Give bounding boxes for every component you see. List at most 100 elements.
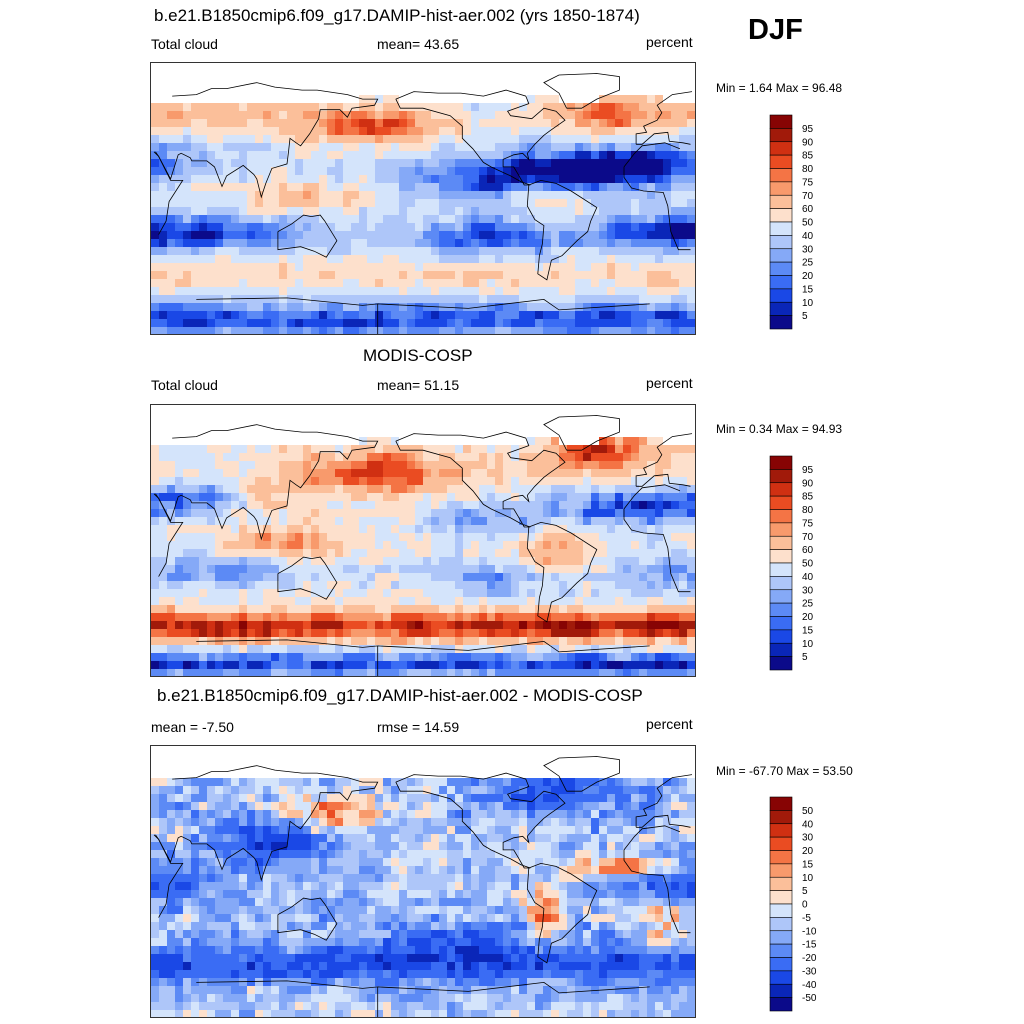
colorbar-box	[769, 221, 793, 236]
colorbar-tick-label: -30	[802, 966, 817, 977]
colorbar-box	[769, 168, 793, 183]
colorbar-box	[769, 288, 793, 303]
colorbar-tick-label: 80	[802, 505, 814, 516]
colorbar-box	[769, 482, 793, 497]
colorbar-tick-label: 50	[802, 559, 814, 570]
colorbar-tick-label: 60	[802, 545, 814, 556]
colorbar-box	[769, 562, 793, 577]
colorbar-box	[769, 997, 793, 1012]
colorbar-box	[769, 141, 793, 156]
panel-3-map	[150, 745, 696, 1018]
panel-1-mean-label: mean= 43.65	[377, 36, 460, 52]
colorbar-tick-label: 95	[802, 124, 814, 135]
colorbar-box	[769, 970, 793, 985]
colorbar-box	[769, 208, 793, 223]
colorbar-tick-label: 5	[802, 311, 808, 322]
panel-3-minmax: Min = -67.70 Max = 53.50	[716, 764, 853, 778]
colorbar-tick-label: 30	[802, 585, 814, 596]
coastline	[277, 556, 338, 600]
colorbar-tick-label: -20	[802, 953, 817, 964]
colorbar-tick-label: 15	[802, 859, 814, 870]
coastline	[526, 521, 598, 623]
colorbar-box	[769, 930, 793, 945]
coastline	[196, 639, 650, 676]
colorbar-box	[769, 455, 793, 470]
panel-1-left-label: Total cloud	[151, 36, 218, 52]
colorbar-box	[769, 154, 793, 169]
colorbar-tick-label: 10	[802, 639, 814, 650]
colorbar-box	[769, 796, 793, 811]
season-label: DJF	[748, 14, 803, 46]
colorbar-box	[769, 275, 793, 290]
colorbar-tick-label: 75	[802, 177, 814, 188]
colorbar-tick-label: 10	[802, 873, 814, 884]
colorbar-box	[769, 957, 793, 972]
coastline	[395, 431, 566, 528]
colorbar-tick-label: 15	[802, 625, 814, 636]
coastline	[395, 772, 566, 869]
colorbar-box	[769, 535, 793, 550]
colorbar-tick-label: 50	[802, 806, 814, 817]
coastline	[277, 897, 338, 941]
coastline	[196, 980, 650, 1017]
colorbar-tick-label: 40	[802, 819, 814, 830]
colorbar-box	[769, 469, 793, 484]
colorbar-tick-label: 30	[802, 833, 814, 844]
colorbar-tick-label: 0	[802, 900, 808, 911]
colorbar-box	[769, 248, 793, 263]
colorbar-box	[769, 235, 793, 250]
coastline	[155, 765, 693, 882]
colorbar-box	[769, 522, 793, 537]
coastline	[155, 424, 693, 541]
colorbar-tick-label: 15	[802, 284, 814, 295]
colorbar-tick-label: 60	[802, 204, 814, 215]
colorbar-box	[769, 315, 793, 330]
coastline	[543, 756, 620, 792]
colorbar-tick-label: 85	[802, 151, 814, 162]
colorbar-box	[769, 495, 793, 510]
coastline	[526, 179, 598, 281]
colorbar-box	[769, 917, 793, 932]
panel-1-map	[150, 62, 696, 335]
panel-2-title: MODIS-COSP	[363, 346, 473, 365]
colorbar-tick-label: 90	[802, 478, 814, 489]
panel-1-minmax: Min = 1.64 Max = 96.48	[716, 81, 843, 95]
colorbar-tick-label: 10	[802, 298, 814, 309]
colorbar-tick-label: 75	[802, 518, 814, 529]
colorbar-tick-label: 85	[802, 492, 814, 503]
colorbar-tick-label: 40	[802, 231, 814, 242]
colorbar-box	[769, 890, 793, 905]
panel-1-map-svg	[151, 63, 695, 334]
colorbar-box	[769, 823, 793, 838]
colorbar-tick-label: 20	[802, 846, 814, 857]
panel-2-left-label: Total cloud	[151, 377, 218, 393]
colorbar-tick-label: -10	[802, 926, 817, 937]
colorbar-tick-label: 70	[802, 532, 814, 543]
panel-2-mean-label: mean= 51.15	[377, 377, 460, 393]
coastline	[526, 862, 598, 964]
coastline	[155, 82, 693, 199]
colorbar-box	[769, 301, 793, 316]
colorbar-tick-label: 50	[802, 218, 814, 229]
coastline	[277, 214, 338, 258]
colorbar-box	[769, 602, 793, 617]
colorbar-box	[769, 261, 793, 276]
coastline	[395, 89, 566, 186]
colorbar-box	[769, 128, 793, 143]
colorbar-tick-label: 25	[802, 599, 814, 610]
panel-3-rmse-label: rmse = 14.59	[377, 719, 460, 735]
panel-3-mean-label: mean = -7.50	[151, 719, 234, 735]
colorbar-box	[769, 629, 793, 644]
colorbar-tick-label: 20	[802, 271, 814, 282]
colorbar-box	[769, 616, 793, 631]
colorbar-box	[769, 656, 793, 671]
colorbar-box	[769, 181, 793, 196]
panel-1-colorbar: 95 90 85 80 75 70 60 50 40 30 25 20 15 10 5	[769, 114, 830, 330]
colorbar-tick-label: -15	[802, 940, 817, 951]
panel-3-title: b.e21.B1850cmip6.f09_g17.DAMIP-hist-aer.…	[157, 686, 643, 705]
coastline	[543, 415, 620, 451]
colorbar-box	[769, 836, 793, 851]
colorbar-tick-label: 5	[802, 652, 808, 663]
panel-2-minmax: Min = 0.34 Max = 94.93	[716, 422, 843, 436]
colorbar-box	[769, 194, 793, 209]
